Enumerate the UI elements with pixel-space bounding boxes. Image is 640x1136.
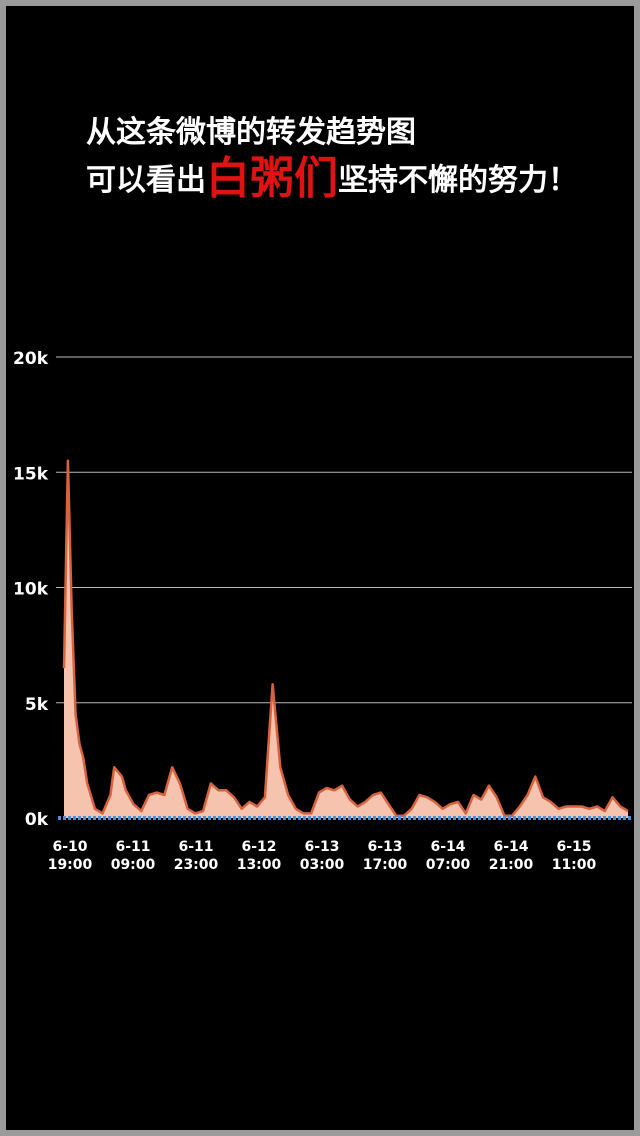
- x-tick-date-3: 6-12: [241, 839, 276, 855]
- headline-line-2-end: 坚持不懈的努力！: [338, 163, 578, 198]
- y-tick-label-3: 15k: [13, 464, 49, 484]
- headline-line-2-start: 可以看出: [86, 163, 206, 198]
- y-tick-label-1: 5k: [25, 695, 49, 715]
- x-tick-time-7: 21:00: [489, 857, 534, 873]
- x-tick-time-3: 13:00: [237, 857, 282, 873]
- headline-line-2: 可以看出白粥们坚持不懈的努力！: [86, 156, 578, 204]
- x-tick-time-8: 11:00: [552, 857, 597, 873]
- x-axis-labels: 6-10 19:00 6-11 09:00 6-11 23:00 6-12 13:00 6-13…: [48, 839, 597, 873]
- headline-line-1: 从这条微博的转发趋势图: [86, 115, 416, 150]
- retweet-area: [64, 460, 628, 818]
- x-tick-time-2: 23:00: [174, 857, 219, 873]
- x-tick-date-4: 6-13: [304, 839, 339, 855]
- headline: 从这条微博的转发趋势图 可以看出白粥们坚持不懈的努力！: [86, 110, 578, 204]
- x-tick-time-6: 07:00: [426, 857, 471, 873]
- x-tick-time-1: 09:00: [111, 857, 156, 873]
- x-tick-date-6: 6-14: [430, 839, 465, 855]
- x-tick-date-7: 6-14: [493, 839, 528, 855]
- x-tick-time-5: 17:00: [363, 857, 408, 873]
- y-tick-label-4: 20k: [13, 349, 49, 369]
- x-tick-time-4: 03:00: [300, 857, 345, 873]
- y-tick-label-0: 0k: [25, 810, 49, 830]
- x-tick-date-8: 6-15: [556, 839, 591, 855]
- x-tick-date-2: 6-11: [178, 839, 213, 855]
- x-tick-date-0: 6-10: [52, 839, 87, 855]
- y-axis-labels: 0k 5k 10k 15k 20k: [13, 349, 49, 830]
- headline-highlight: 白粥们: [206, 153, 338, 204]
- y-tick-label-2: 10k: [13, 580, 49, 600]
- x-tick-date-5: 6-13: [367, 839, 402, 855]
- x-tick-date-1: 6-11: [115, 839, 150, 855]
- retweet-line: [62, 459, 629, 817]
- x-tick-time-0: 19:00: [48, 857, 93, 873]
- grid-lines: [56, 356, 632, 704]
- screenshot-frame: 从这条微博的转发趋势图 可以看出白粥们坚持不懈的努力！: [6, 6, 634, 1130]
